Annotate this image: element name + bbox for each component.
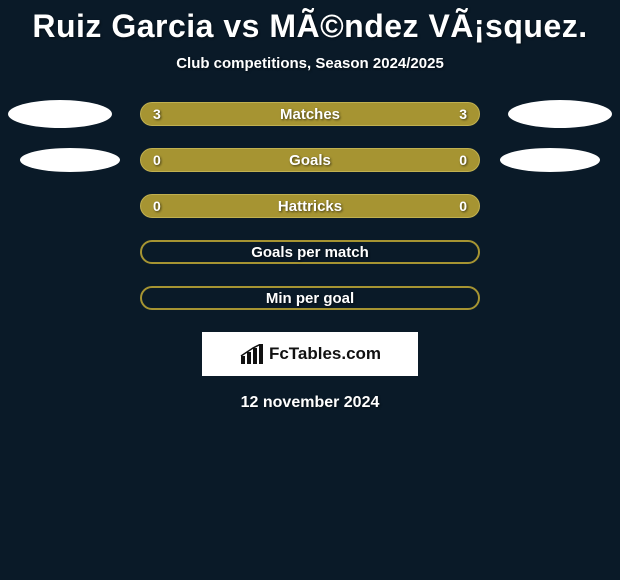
stat-row-min-per-goal: Min per goal bbox=[0, 286, 620, 310]
stat-bar: 3 Matches 3 bbox=[140, 102, 480, 126]
source-logo-text: FcTables.com bbox=[269, 344, 381, 364]
stat-label: Goals per match bbox=[251, 244, 369, 261]
stat-value-right: 3 bbox=[459, 106, 467, 122]
stat-label: Hattricks bbox=[278, 198, 342, 215]
stat-bar: 0 Hattricks 0 bbox=[140, 194, 480, 218]
stat-label: Matches bbox=[280, 106, 340, 123]
stat-value-left: 0 bbox=[153, 198, 161, 214]
player-left-marker bbox=[8, 100, 112, 128]
stat-row-matches: 3 Matches 3 bbox=[0, 102, 620, 126]
stat-row-hattricks: 0 Hattricks 0 bbox=[0, 194, 620, 218]
source-logo: FcTables.com bbox=[202, 332, 418, 376]
stat-value-left: 3 bbox=[153, 106, 161, 122]
stat-value-right: 0 bbox=[459, 152, 467, 168]
stat-bar: 0 Goals 0 bbox=[140, 148, 480, 172]
stat-value-left: 0 bbox=[153, 152, 161, 168]
stat-row-goals: 0 Goals 0 bbox=[0, 148, 620, 172]
stat-bar: Min per goal bbox=[140, 286, 480, 310]
stat-value-right: 0 bbox=[459, 198, 467, 214]
footer-date: 12 november 2024 bbox=[0, 394, 620, 412]
stat-row-goals-per-match: Goals per match bbox=[0, 240, 620, 264]
player-right-marker bbox=[508, 100, 612, 128]
stat-label: Goals bbox=[289, 152, 331, 169]
page-subtitle: Club competitions, Season 2024/2025 bbox=[0, 55, 620, 72]
player-left-marker bbox=[20, 148, 120, 172]
stat-rows: 3 Matches 3 0 Goals 0 0 Hattricks 0 Goal… bbox=[0, 102, 620, 310]
player-right-marker bbox=[500, 148, 600, 172]
page-title: Ruiz Garcia vs MÃ©ndez VÃ¡squez. bbox=[0, 0, 620, 45]
stat-label: Min per goal bbox=[266, 290, 354, 307]
bar-chart-icon bbox=[239, 344, 265, 364]
stat-bar: Goals per match bbox=[140, 240, 480, 264]
